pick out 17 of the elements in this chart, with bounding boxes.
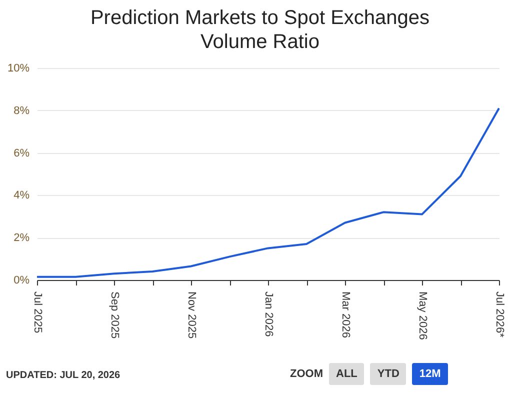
x-tick-label: Jul 2026* — [494, 292, 506, 338]
line-series — [36, 107, 500, 278]
y-tick-label: 8% — [14, 104, 30, 117]
x-tick-label: Sep 2025 — [108, 292, 120, 339]
zoom-toolbar: ZOOM ALL YTD 12M — [290, 363, 448, 385]
y-tick-label: 2% — [14, 232, 30, 244]
x-tick-label: Nov 2025 — [186, 292, 198, 339]
x-tick-label: Jan 2026 — [262, 292, 274, 337]
x-tick-label: Mar 2026 — [340, 292, 352, 338]
y-tick-label: 4% — [14, 190, 30, 202]
x-tick-label: May 2026 — [416, 292, 428, 340]
x-tick-label: Jul 2025 — [32, 292, 44, 334]
y-tick-label: 0% — [14, 274, 30, 286]
text: UPDATED: JUL 20, 2026 — [6, 370, 120, 381]
y-tick-label: 6% — [14, 147, 30, 160]
chart-title: Prediction Markets to Spot Exchanges Volume Ratio — [90, 6, 430, 54]
y-tick-label: 10% — [7, 62, 30, 74]
